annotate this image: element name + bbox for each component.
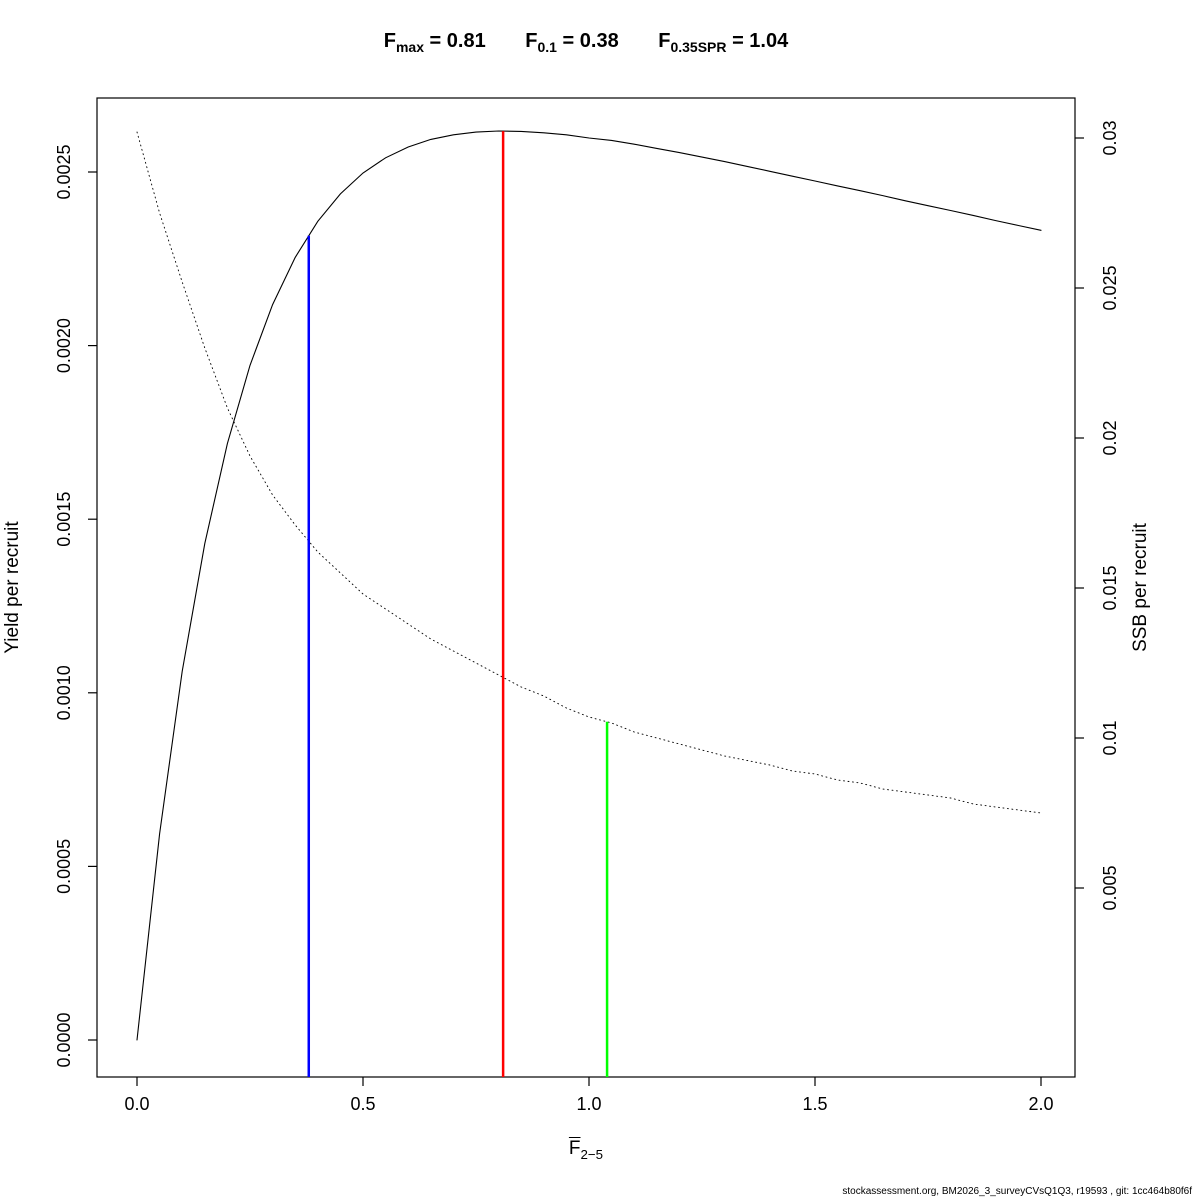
y-left-axis-title: Yield per recruit [2,521,23,654]
y-left-tick-label: 0.0015 [54,492,74,547]
f01-value: = 0.38 [556,30,619,52]
y-left-tick-label: 0.0000 [54,1012,74,1067]
fmax-sub: max [395,39,424,55]
y-right-tick-label: 0.03 [1100,120,1120,155]
x-axis-title-sub: 2−5 [580,1146,604,1162]
x-tick-label: 0.5 [350,1094,375,1114]
y-left-tick-label: 0.0025 [54,144,74,199]
fmax-term: Fmax = 0.81 [383,30,486,55]
f35spr-sub: 0.35SPR [670,39,727,55]
f01-sub: 0.1 [537,39,557,55]
x-tick-label: 1.5 [802,1094,827,1114]
y-left-tick-label: 0.0005 [54,839,74,894]
x-axis-title: F2−5 [0,1138,1172,1162]
x-tick-label: 1.0 [576,1094,601,1114]
fmax-value: = 0.81 [424,30,486,52]
y-right-tick-label: 0.02 [1100,420,1120,455]
footer-run-info: stockassessment.org, BM2026_3_surveyCVsQ… [842,1186,1192,1197]
f35spr-value: = 1.04 [726,30,789,52]
y-right-axis-title: SSB per recruit [1130,522,1151,652]
f35spr-term: F0.35SPR = 1.04 [658,30,789,55]
y-left-tick-label: 0.0010 [54,665,74,720]
fmax-base: F [383,30,396,52]
yield-per-recruit-curve [136,130,1042,1041]
f35spr-base: F [658,30,671,52]
f01-term: F0.1 = 0.38 [525,30,619,55]
y-right-tick-label: 0.015 [1100,565,1120,610]
x-tick-label: 0.0 [124,1094,149,1114]
plot-box [96,97,1076,1078]
y-left-tick-label: 0.0020 [54,318,74,373]
plot-title: Fmax = 0.81 F0.1 = 0.38 F0.35SPR = 1.04 [0,30,1172,55]
f01-base: F [525,30,538,52]
ssb-per-recruit-curve [136,131,1042,814]
y-right-tick-label: 0.025 [1100,265,1120,310]
y-right-tick-label: 0.01 [1100,720,1120,755]
y-right-tick-label: 0.005 [1100,865,1120,910]
x-tick-label: 2.0 [1028,1094,1053,1114]
x-axis-title-base: F [568,1138,581,1159]
